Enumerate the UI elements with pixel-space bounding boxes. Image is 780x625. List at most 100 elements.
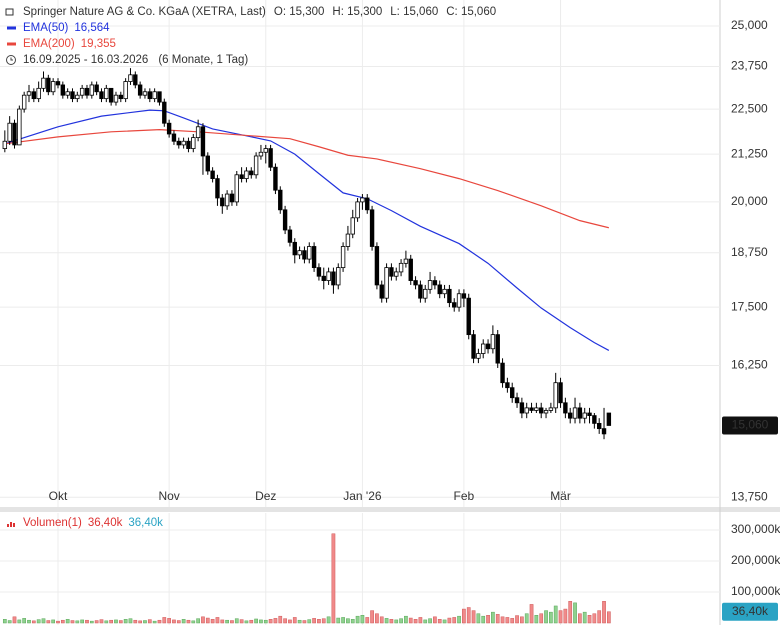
candle-body <box>592 415 597 424</box>
legend-value: 16,564 <box>74 22 110 34</box>
volume-bar <box>341 617 345 624</box>
candle-body <box>432 280 438 286</box>
candle-body <box>568 412 573 419</box>
volume-bar <box>428 618 432 624</box>
ohlc-label: H: 15,300 <box>332 6 382 18</box>
volume-bar <box>442 619 447 624</box>
volume-bar <box>321 618 326 624</box>
x-tick-label: Jan '26 <box>343 489 382 503</box>
volume-bar <box>437 619 442 624</box>
x-tick-label: Nov <box>158 489 179 503</box>
candle-body <box>447 288 452 304</box>
volume-icon <box>7 524 9 527</box>
candle-body <box>147 91 152 100</box>
legend-name: EMA(50) <box>23 22 69 34</box>
candle-body <box>384 267 389 299</box>
x-tick-label: Okt <box>49 489 68 503</box>
legend-entry: EMA(200) 19,355 <box>23 38 116 50</box>
volume-value: 36,40k <box>88 517 123 529</box>
candle-body <box>46 77 51 93</box>
y-tick-label: 13,750 <box>731 489 768 503</box>
candle-body <box>89 84 95 96</box>
candle-body <box>418 284 423 299</box>
y-tick-label: 17,500 <box>731 299 768 313</box>
candle-body <box>321 275 326 281</box>
legend-value: 19,355 <box>81 38 116 50</box>
volume-bar <box>75 620 80 624</box>
candle-body <box>7 122 12 142</box>
ohlc-label: L: 15,060 <box>390 6 438 18</box>
volume-bar <box>259 619 263 624</box>
volume-bar <box>307 619 312 624</box>
candle-body <box>292 241 297 256</box>
candle-body <box>162 101 167 124</box>
candle-body <box>84 87 90 96</box>
candle-body <box>55 81 61 86</box>
volume-bar <box>312 618 316 624</box>
legend-range: 16.09.2025 - 16.03.2026 (6 Monate, 1 Tag) <box>23 54 248 66</box>
volume-bar <box>433 616 437 624</box>
volume-bar <box>104 620 109 624</box>
candle-body <box>249 170 254 176</box>
volume-bar <box>326 616 331 624</box>
volume-bar <box>138 620 142 624</box>
volume-name: Volumen(1) <box>23 517 82 529</box>
candle-body <box>423 288 428 299</box>
volume-bar <box>379 616 384 624</box>
volume-bar <box>283 618 287 624</box>
volume-bar <box>220 619 225 624</box>
volume-bar <box>549 611 553 624</box>
candle-body <box>582 412 587 419</box>
candle-body <box>26 91 32 96</box>
candle-body <box>41 77 46 89</box>
volume-bar <box>186 619 191 624</box>
volume-bar <box>375 613 379 624</box>
clock-icon <box>6 55 16 65</box>
volume-bar <box>423 619 428 624</box>
ohlc-label: C: 15,060 <box>446 6 496 18</box>
candle-body <box>133 74 138 86</box>
volume-bar <box>302 620 307 624</box>
volume-bar <box>539 613 544 624</box>
legend-name: EMA(200) <box>23 38 75 50</box>
candle-body <box>466 297 471 336</box>
candle-body <box>191 137 196 149</box>
candle-body <box>220 197 225 207</box>
volume-bar <box>85 619 89 624</box>
volume-bar <box>389 619 394 624</box>
candle-body <box>176 140 181 146</box>
volume-bar <box>331 533 336 624</box>
volume-bar <box>457 615 461 624</box>
volume-bar <box>491 611 495 624</box>
candle-body <box>360 197 365 203</box>
volume-bar <box>404 615 408 624</box>
volume-bar <box>384 618 389 624</box>
candle-body <box>137 84 143 96</box>
volume-bar <box>65 619 70 624</box>
candle-body <box>534 407 539 411</box>
candle-body <box>186 140 191 149</box>
candle-body <box>307 246 312 260</box>
candle-body <box>558 382 563 404</box>
volume-bar <box>394 619 399 624</box>
period: (6 Monate, 1 Tag) <box>158 54 248 66</box>
candle-body <box>485 343 491 350</box>
volume-bar <box>317 619 321 624</box>
candle-body <box>340 246 346 269</box>
volume-bar <box>27 619 31 624</box>
candle-body <box>403 258 409 264</box>
candle-body <box>587 412 592 416</box>
candle-body <box>263 148 268 153</box>
volume-bar <box>563 608 568 624</box>
volume-bar <box>544 610 548 624</box>
candle-body <box>21 94 27 110</box>
candle-body <box>476 353 481 359</box>
candle-body <box>336 267 341 286</box>
candle-body <box>258 151 264 157</box>
candle-body <box>17 108 22 146</box>
volume-bar <box>17 619 22 624</box>
volume-bar <box>297 619 302 624</box>
volume-bar <box>592 613 597 624</box>
volume-bar <box>234 618 239 624</box>
volume-bar <box>254 618 258 624</box>
